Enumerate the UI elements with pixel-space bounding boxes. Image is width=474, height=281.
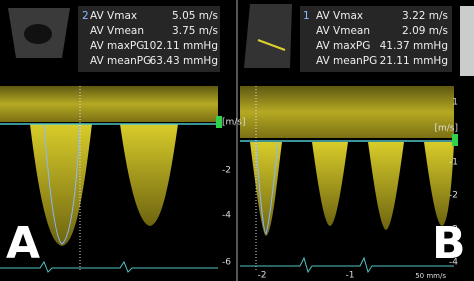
- scale-unit: [m/s]: [222, 118, 246, 128]
- spectral-band: [240, 86, 454, 138]
- baseline-marker: [452, 134, 458, 146]
- measurement-value: 63.43 mmHg: [150, 55, 218, 67]
- scale-tick: -3: [449, 225, 458, 235]
- ecg-trace: [0, 260, 218, 273]
- cursor-number: 2: [82, 10, 89, 22]
- doppler-envelope: [30, 124, 92, 246]
- spectral-band: [0, 86, 218, 122]
- scale-unit: [m/s]: [434, 124, 458, 134]
- measurement-value: 2.09 m/s: [402, 25, 448, 37]
- ecg-trace: [240, 256, 454, 274]
- measurement-label: AV Vmax: [90, 10, 137, 22]
- measurement-label: AV meanPG: [90, 55, 151, 67]
- doppler-envelope: [424, 142, 454, 226]
- baseline-marker: [216, 116, 222, 128]
- cursor-number: 1: [303, 10, 310, 22]
- time-tick: -2: [258, 271, 267, 281]
- divider: [236, 0, 238, 281]
- thumbnail-cursor: [257, 39, 286, 51]
- sweep-speed: 50 mm/s: [415, 272, 446, 280]
- scale-tick: -4: [449, 258, 458, 268]
- measurement-label: AV Vmean: [90, 25, 144, 37]
- scale-tick: 1: [452, 98, 458, 108]
- doppler-envelope: [368, 142, 404, 230]
- measurement-value: 21.11 mmHg: [380, 55, 448, 67]
- scale-tick: -6: [222, 258, 231, 268]
- measurement-value: 102.11 mmHg: [143, 40, 218, 52]
- measurement-label: AV maxPG: [316, 40, 370, 52]
- doppler-envelope: [312, 142, 348, 226]
- measurement-label: AV meanPG: [316, 55, 377, 67]
- measurement-label: AV Vmax: [316, 10, 363, 22]
- thumbnail-detail: [24, 24, 52, 44]
- panel-letter: B: [432, 218, 466, 269]
- trace-outline: [255, 141, 279, 235]
- grayscale-bar: [460, 6, 474, 76]
- ultrasound-thumbnail: [244, 4, 292, 68]
- measurement-value: 41.37 mmHg: [380, 40, 448, 52]
- scale-tick: -1: [449, 158, 458, 168]
- measurement-label: AV Vmean: [316, 25, 370, 37]
- scale-tick: -4: [222, 211, 231, 221]
- measurement-value: 3.22 m/s: [402, 10, 448, 22]
- measurement-box: [300, 6, 452, 72]
- trace-outline: [43, 123, 81, 245]
- measurement-value: 5.05 m/s: [172, 10, 218, 22]
- panel-letter: A: [6, 218, 40, 269]
- scale-tick: -2: [222, 166, 231, 176]
- measurement-box: [78, 6, 220, 72]
- measurement-value: 3.75 m/s: [172, 25, 218, 37]
- scale-tick: -2: [449, 191, 458, 201]
- doppler-envelope: [120, 124, 178, 226]
- measurement-label: AV maxPG: [90, 40, 144, 52]
- time-tick: -1: [346, 271, 355, 281]
